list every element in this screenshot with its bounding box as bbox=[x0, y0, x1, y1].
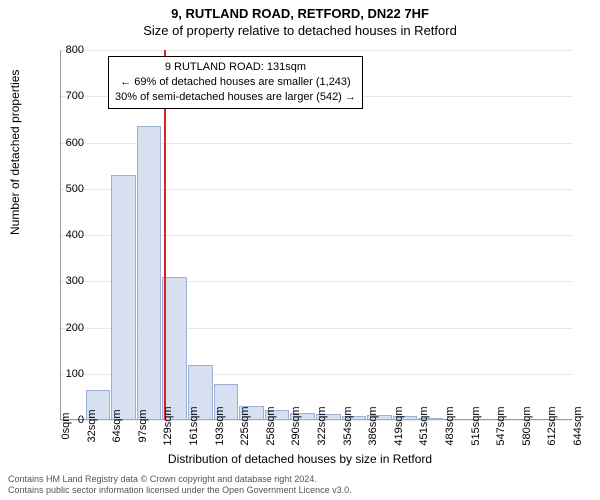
y-tick-label: 800 bbox=[44, 44, 84, 56]
x-tick-label: 354sqm bbox=[342, 406, 354, 445]
y-tick-label: 500 bbox=[44, 183, 84, 195]
y-tick-label: 300 bbox=[44, 275, 84, 287]
x-tick-label: 644sqm bbox=[572, 406, 584, 445]
x-tick-label: 515sqm bbox=[470, 406, 482, 445]
x-tick-label: 97sqm bbox=[137, 409, 149, 442]
x-tick-label: 612sqm bbox=[546, 406, 558, 445]
footer-attribution: Contains HM Land Registry data © Crown c… bbox=[8, 474, 352, 496]
plot-area: 9 RUTLAND ROAD: 131sqm← 69% of detached … bbox=[60, 50, 572, 420]
page-title: 9, RUTLAND ROAD, RETFORD, DN22 7HF bbox=[0, 0, 600, 21]
x-tick-label: 225sqm bbox=[239, 406, 251, 445]
info-line: 9 RUTLAND ROAD: 131sqm bbox=[115, 60, 356, 75]
x-tick-label: 483sqm bbox=[444, 406, 456, 445]
x-axis-label: Distribution of detached houses by size … bbox=[0, 452, 600, 466]
histogram-bar bbox=[137, 126, 162, 420]
info-callout: 9 RUTLAND ROAD: 131sqm← 69% of detached … bbox=[108, 56, 363, 109]
x-tick-label: 290sqm bbox=[290, 406, 302, 445]
y-tick-label: 400 bbox=[44, 229, 84, 241]
x-tick-label: 451sqm bbox=[418, 406, 430, 445]
x-tick-label: 193sqm bbox=[214, 406, 226, 445]
y-tick-label: 700 bbox=[44, 90, 84, 102]
histogram-bar bbox=[162, 277, 187, 420]
x-tick-label: 322sqm bbox=[316, 406, 328, 445]
x-tick-label: 580sqm bbox=[521, 406, 533, 445]
y-axis-label: Number of detached properties bbox=[8, 70, 22, 235]
footer-line: Contains public sector information licen… bbox=[8, 485, 352, 496]
x-tick-label: 161sqm bbox=[188, 406, 200, 445]
x-tick-label: 64sqm bbox=[111, 409, 123, 442]
x-tick-label: 419sqm bbox=[393, 406, 405, 445]
x-tick-label: 547sqm bbox=[495, 406, 507, 445]
page-subtitle: Size of property relative to detached ho… bbox=[0, 21, 600, 38]
histogram-chart: 9 RUTLAND ROAD: 131sqm← 69% of detached … bbox=[60, 50, 572, 420]
x-tick-label: 0sqm bbox=[60, 413, 72, 440]
histogram-bar bbox=[111, 175, 136, 420]
footer-line: Contains HM Land Registry data © Crown c… bbox=[8, 474, 352, 485]
info-line: 30% of semi-detached houses are larger (… bbox=[115, 90, 356, 105]
info-line: ← 69% of detached houses are smaller (1,… bbox=[115, 75, 356, 90]
y-tick-label: 200 bbox=[44, 322, 84, 334]
x-tick-label: 386sqm bbox=[367, 406, 379, 445]
x-tick-label: 258sqm bbox=[265, 406, 277, 445]
y-tick-label: 600 bbox=[44, 137, 84, 149]
y-tick-label: 100 bbox=[44, 368, 84, 380]
x-tick-label: 32sqm bbox=[86, 409, 98, 442]
gridline bbox=[60, 50, 572, 51]
x-tick-label: 129sqm bbox=[162, 406, 174, 445]
